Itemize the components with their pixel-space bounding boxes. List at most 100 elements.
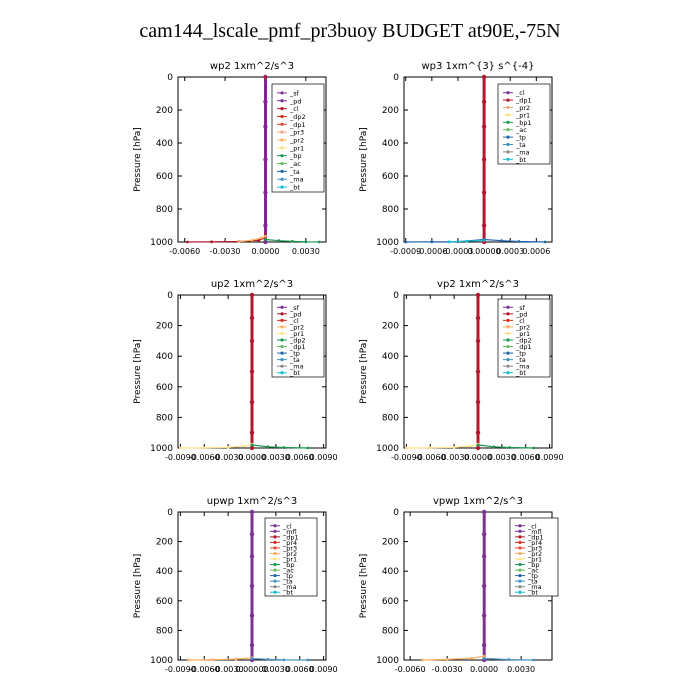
data-point: [404, 446, 408, 450]
data-point: [202, 446, 206, 450]
legend-entry: _ta: [527, 578, 538, 586]
legend-entry: _ma: [282, 583, 297, 591]
legend-entry: _sf: [289, 304, 300, 312]
x-tick-label: 0.0060: [286, 453, 314, 462]
data-point: [482, 654, 486, 658]
legend-entry: _ma: [289, 176, 304, 184]
data-point: [481, 124, 487, 129]
legend-marker: [280, 318, 284, 322]
x-tick-label: -0.0030: [210, 247, 241, 256]
x-tick-label: -0.0090: [165, 665, 196, 674]
series-line-pr2: [422, 655, 485, 661]
legend-entry: _bp1: [515, 119, 532, 127]
legend-entry: _bt: [515, 156, 526, 164]
legend-marker: [518, 551, 522, 556]
x-tick-label: -0.0009: [390, 247, 421, 256]
legend: _sf_pd_cl_dp2_dp1_pr3_pr2_pr1_bp_ac_ta_m…: [271, 83, 325, 193]
data-point: [500, 239, 503, 243]
data-point: [257, 238, 261, 242]
x-tick-label: 0.0060: [286, 665, 314, 674]
legend-entry: _tp: [527, 572, 538, 580]
legend-marker: [518, 568, 522, 572]
legend-entry: _pd: [289, 310, 302, 318]
x-tick-label: -0.0060: [415, 453, 446, 462]
legend-entry: _pr2: [289, 137, 304, 145]
legend-marker: [506, 128, 510, 132]
y-tick-label: 200: [156, 538, 173, 548]
legend-marker: [518, 562, 522, 567]
legend-marker: [273, 540, 277, 544]
legend-box: [497, 83, 551, 165]
x-tick-label: 0.0000: [251, 247, 279, 256]
data-point: [263, 239, 268, 245]
legend-entry: _pd: [289, 97, 302, 105]
legend-entry: _cl: [282, 522, 292, 530]
x-tick-label: 0.00000: [468, 247, 501, 256]
legend-entry: _pr3: [527, 544, 542, 552]
y-tick-label: 600: [156, 383, 173, 393]
y-tick-label: 600: [156, 172, 173, 182]
data-point: [507, 658, 511, 661]
legend-marker: [280, 169, 284, 173]
legend-entry: _bp: [527, 561, 540, 569]
legend-marker: [273, 574, 277, 578]
data-point: [290, 239, 294, 243]
data-point: [482, 238, 486, 242]
page-title: cam144_lscale_pmf_pr3buoy BUDGET at90E,-…: [139, 20, 561, 42]
legend-marker: [518, 524, 522, 528]
x-tick-label: 0.0090: [536, 453, 564, 462]
data-point: [481, 74, 487, 80]
data-point: [237, 240, 240, 244]
legend-marker: [506, 120, 510, 124]
y-axis-label: Pressure [hPa]: [359, 339, 369, 404]
y-tick-label: 0: [393, 508, 399, 518]
data-point: [249, 369, 255, 374]
legend-marker: [506, 351, 510, 355]
x-tick-label: -0.0030: [213, 665, 244, 674]
legend-marker: [280, 358, 284, 362]
data-point: [249, 338, 255, 344]
legend: _sf_pd_cl_pr2_pr1_dp2_dp1_tp_ta_ma_bt: [497, 298, 551, 378]
legend-marker: [280, 364, 284, 368]
data-point: [475, 292, 481, 298]
chart-title: upwp 1xm^2/s^3: [207, 496, 297, 507]
data-point: [475, 369, 481, 374]
series-line-dp2: [251, 444, 308, 449]
data-point: [260, 236, 263, 240]
x-tick-label: -0.0060: [169, 247, 200, 256]
legend-marker: [280, 114, 284, 119]
y-tick-label: 800: [156, 205, 173, 215]
legend-marker: [280, 344, 284, 349]
legend-entry: _pr1: [515, 330, 530, 338]
x-tick-label: -0.0030: [432, 665, 463, 674]
x-tick-label: 0.00000: [235, 665, 268, 674]
data-point: [481, 157, 487, 162]
x-tick-label: 0.0000: [238, 453, 266, 462]
data-point: [481, 99, 487, 104]
y-tick-label: 400: [156, 352, 173, 362]
legend-entry: _dp1: [515, 97, 532, 105]
data-point: [277, 239, 281, 243]
x-tick-label: 0.0000: [470, 665, 498, 674]
data-point: [306, 658, 310, 662]
legend-entry: _ma: [515, 363, 530, 371]
legend-marker: [506, 135, 510, 139]
data-point: [481, 223, 487, 228]
data-point: [178, 446, 182, 450]
legend-entry: _mfl: [527, 528, 542, 536]
legend-entry: _pr2: [527, 550, 542, 558]
plot-frame: [177, 76, 327, 243]
legend-entry: _tp: [282, 572, 293, 580]
legend-marker: [273, 568, 277, 572]
legend: _sf_pd_cl_pr2_pr1_dp2_dp1_tp_ta_ma_bt: [271, 298, 325, 378]
legend-entry: _mfl: [282, 528, 297, 536]
chart-title: vp2 1xm^2/s^3: [437, 279, 519, 290]
legend-entry: _ma: [515, 148, 530, 156]
data-point: [543, 240, 547, 244]
legend-marker: [506, 91, 510, 95]
legend-entry: _ac: [515, 126, 527, 134]
y-tick-label: 400: [382, 139, 399, 149]
data-point: [226, 445, 230, 449]
legend-marker: [506, 325, 510, 329]
legend-marker: [280, 154, 284, 158]
